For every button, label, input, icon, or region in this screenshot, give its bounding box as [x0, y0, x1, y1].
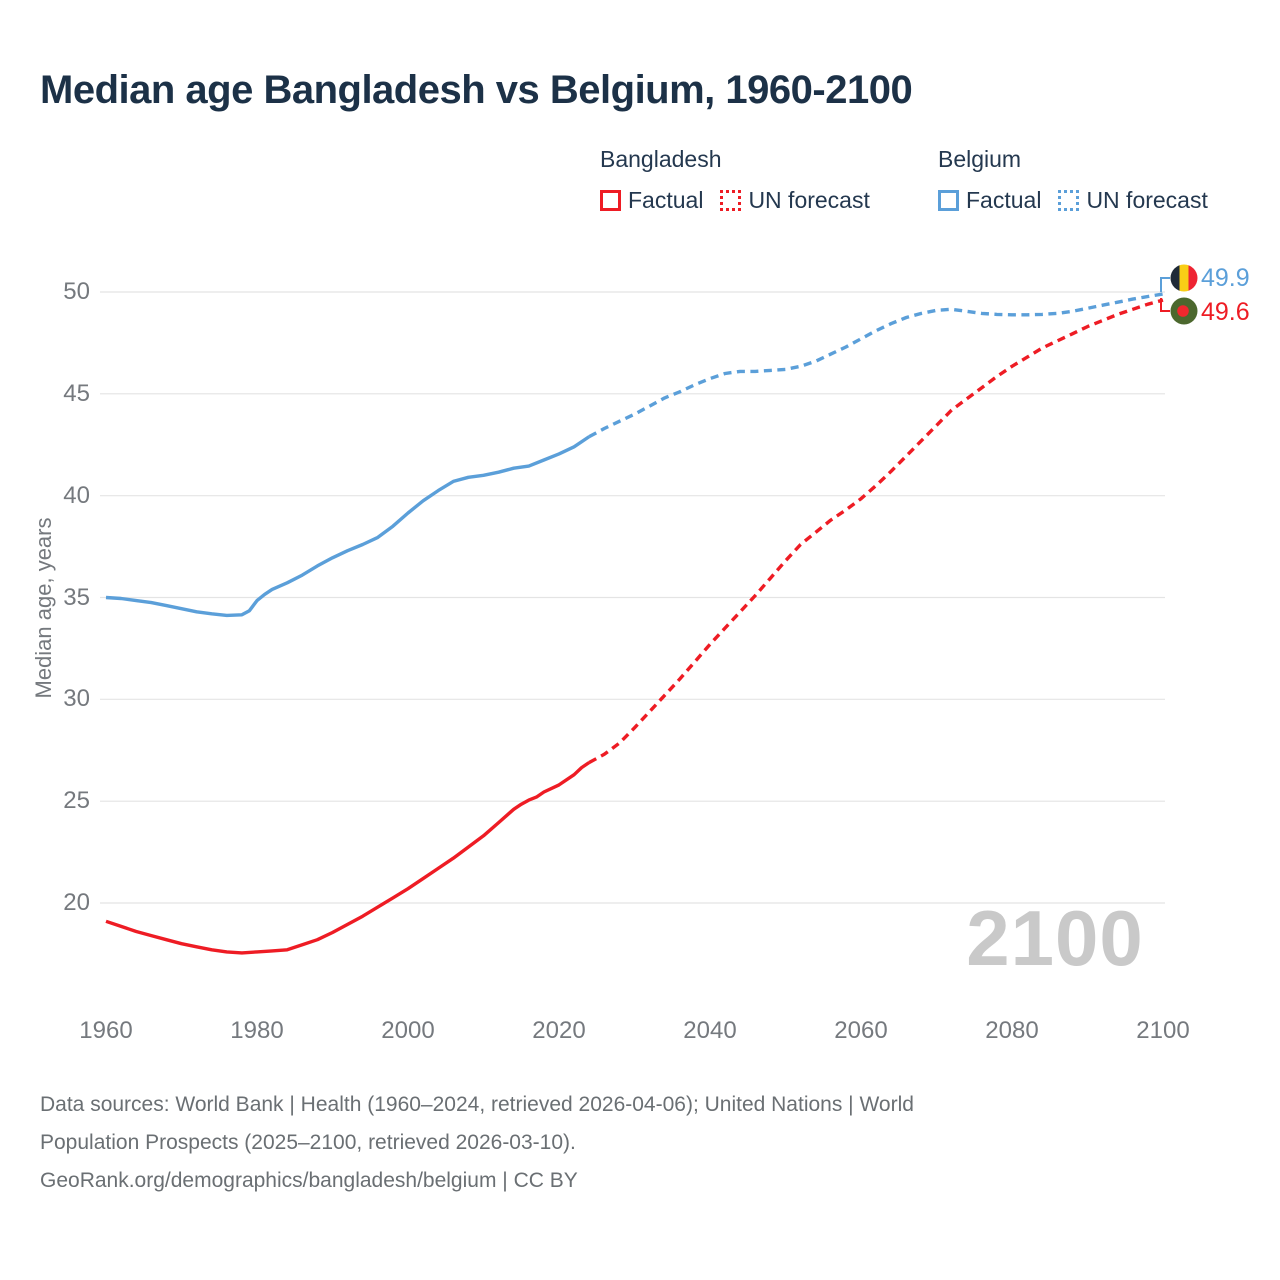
y-tick-label-50: 50: [63, 278, 90, 305]
x-tick-label-2000: 2000: [381, 1017, 435, 1044]
y-tick-label-30: 30: [63, 685, 90, 713]
x-tick-label-1960: 1960: [79, 1017, 133, 1044]
y-tick-label-20: 20: [63, 889, 90, 916]
legend-items-row: Factual UN forecast: [938, 187, 1208, 214]
series-line-bangladesh-un-forecast: [588, 298, 1164, 764]
y-tick-label-25: 25: [63, 787, 90, 815]
x-tick-label-1980: 1980: [230, 1017, 284, 1044]
legend-swatch-bangladesh-factual: [600, 190, 621, 211]
footer-line: Population Prospects (2025–2100, retriev…: [40, 1131, 576, 1154]
watermark-year: 2100: [966, 894, 1144, 982]
belgium-flag-icon: [1170, 264, 1198, 292]
legend-swatch-belgium-factual: [938, 190, 959, 211]
data-sources-note: Data sources: World Bank | Health (1960–…: [40, 1086, 914, 1200]
legend-swatch-bangladesh-un-forecast: [720, 190, 742, 211]
y-tick-label-45: 45: [63, 379, 90, 407]
x-tick-label-2060: 2060: [834, 1017, 888, 1044]
legend-group-bangladesh: Bangladesh Factual UN forecast: [600, 146, 870, 214]
x-tick-label-2100: 2100: [1136, 1017, 1190, 1044]
x-tick-label-2020: 2020: [532, 1017, 586, 1044]
bangladesh-end-value: 49.6: [1201, 298, 1250, 326]
legend-item-label: Factual: [628, 187, 704, 213]
bangladesh-end-connector: [1160, 298, 1170, 312]
chart-title: Median age Bangladesh vs Belgium, 1960-2…: [40, 68, 913, 112]
footer-line: Data sources: World Bank | Health (1960–…: [40, 1093, 914, 1116]
legend-item-label: UN forecast: [748, 187, 870, 213]
legend-group-title: Belgium: [938, 146, 1022, 172]
series-lines: [105, 292, 1164, 955]
x-tick-label-2080: 2080: [985, 1017, 1039, 1044]
legend-item-label: UN forecast: [1086, 187, 1208, 213]
y-tick-label-40: 40: [63, 481, 90, 509]
legend-group-title: Bangladesh: [600, 146, 722, 172]
legend-swatch-belgium-un-forecast: [1058, 190, 1080, 211]
series-line-bangladesh-factual: [105, 761, 591, 955]
legend-items-row: Factual UN forecast: [600, 187, 870, 214]
series-line-belgium-factual: [105, 435, 591, 618]
bangladesh-flag-icon: [1170, 297, 1198, 325]
legend-group-belgium: Belgium Factual UN forecast: [938, 146, 1208, 214]
belgium-end-value: 49.9: [1201, 264, 1250, 292]
gridlines: [100, 291, 1165, 904]
legend-item-label: Factual: [966, 187, 1042, 213]
y-tick-label-35: 35: [63, 583, 90, 611]
series-line-belgium-un-forecast: [588, 292, 1164, 439]
belgium-end-connector: [1160, 277, 1170, 292]
x-tick-label-2040: 2040: [683, 1017, 737, 1044]
footer-line: GeoRank.org/demographics/bangladesh/belg…: [40, 1169, 578, 1192]
